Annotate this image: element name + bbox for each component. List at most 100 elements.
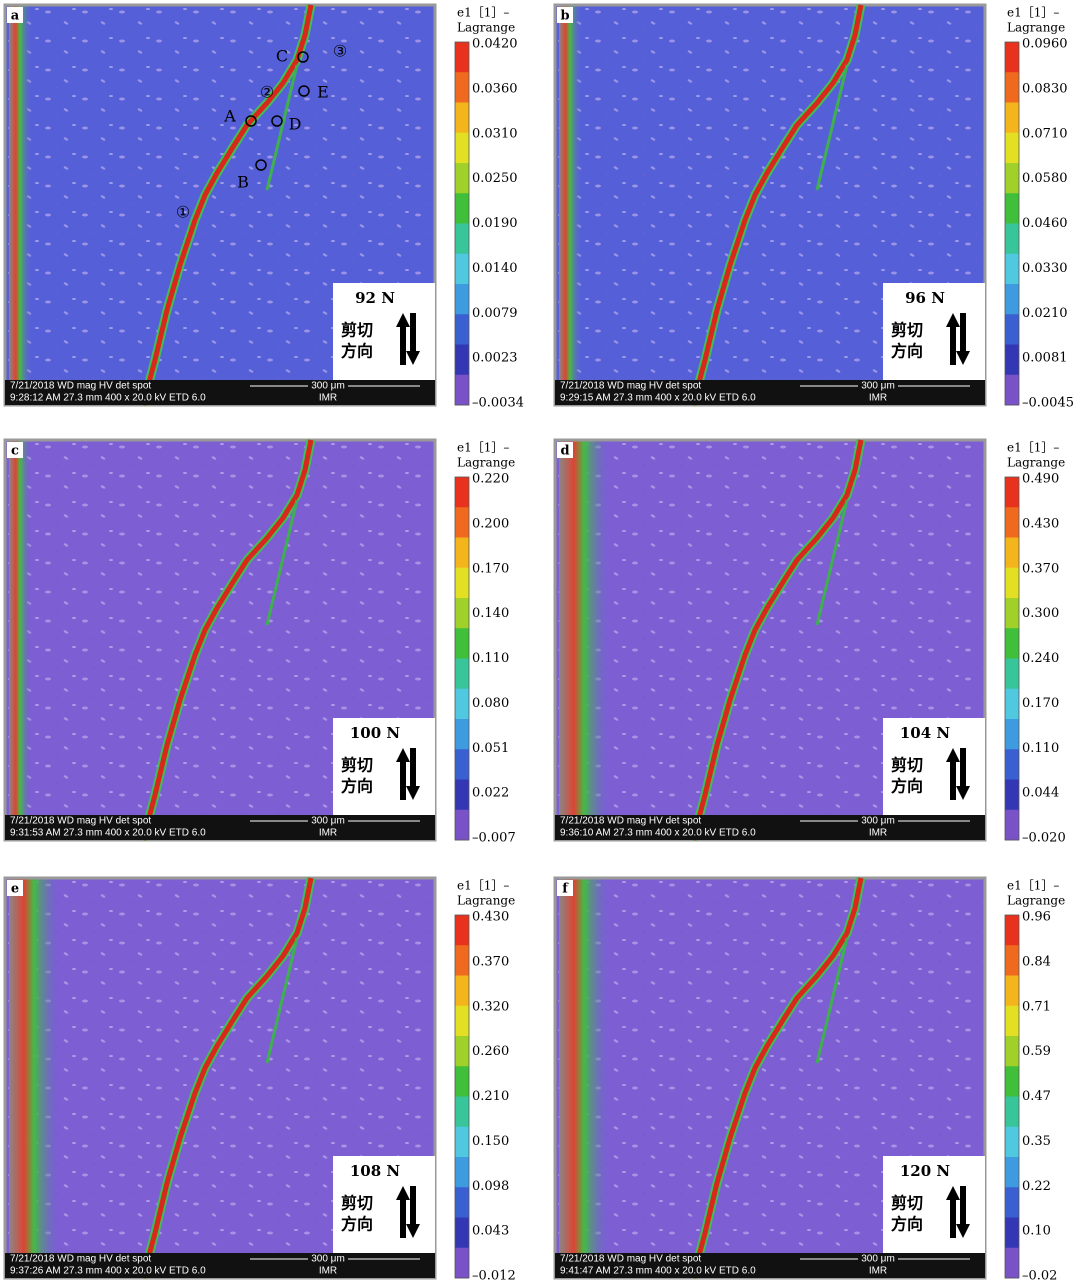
colorbar-tick-label: 0.080	[472, 696, 509, 711]
colorbar-title: e1［1］–	[457, 879, 509, 893]
colorbar-tick-label: 0.044	[1022, 786, 1059, 801]
colorbar-band	[1005, 628, 1019, 659]
colorbar-band	[455, 1005, 469, 1037]
colorbar-band	[1005, 72, 1019, 103]
annotation: C	[276, 47, 288, 66]
panel-label: d	[560, 444, 569, 459]
colorbar-frame	[454, 41, 470, 406]
colorbar-frame	[454, 914, 470, 1279]
info-bottom: 9:29:15 AM 27.3 mm 400 x 20.0 kV ETD 6.0	[560, 393, 756, 404]
colorbar-band	[455, 132, 469, 164]
colorbar-tick-label: –0.02	[1022, 1269, 1057, 1282]
institute: IMR	[869, 828, 887, 839]
label-box	[557, 442, 573, 458]
colorbar-band	[1005, 374, 1019, 406]
colorbar-band	[455, 253, 469, 285]
info-bottom: 9:41:47 AM 27.3 mm 400 x 20.0 kV ETD 6.0	[560, 1266, 756, 1277]
institute: IMR	[319, 1266, 337, 1277]
colorbar-subtitle: Lagrange	[1007, 456, 1065, 470]
secondary-crack	[265, 499, 299, 626]
colorbar-tick-label: 0.022	[472, 786, 509, 801]
secondary-crack	[265, 937, 299, 1064]
colorbar-tick-label: 0.150	[472, 1134, 509, 1149]
colorbar-band	[1005, 477, 1019, 508]
colorbar-band	[1005, 1247, 1019, 1279]
scale-bg	[858, 380, 898, 391]
info-top: 7/21/2018 WD mag HV det spot	[560, 816, 701, 827]
colorbar-band	[455, 658, 469, 690]
scale-bg	[858, 1253, 898, 1264]
colorbar-title: e1［1］–	[1007, 879, 1059, 893]
colorbar-tick-label: 0.0830	[1022, 81, 1068, 96]
sample-edge	[9, 878, 59, 1278]
crack	[140, 877, 314, 1279]
load-box	[883, 283, 985, 380]
colorbar-band	[455, 749, 469, 780]
colorbar-band	[1005, 1036, 1019, 1067]
load-box	[333, 1156, 435, 1253]
panel: e 7/21/2018 WD mag HV det spot 300 μm 9:37:…	[3, 876, 516, 1282]
label-box	[7, 880, 23, 896]
colorbar-band	[455, 42, 469, 73]
colorbar-tick-label: 0.140	[472, 606, 509, 621]
colorbar-subtitle: Lagrange	[457, 894, 515, 908]
annotation: A	[223, 107, 236, 126]
colorbar-band	[1005, 567, 1019, 599]
institute: IMR	[869, 1266, 887, 1277]
colorbar-title: e1［1］–	[1007, 6, 1059, 20]
scale-bg	[308, 1253, 348, 1264]
colorbar-band	[1005, 975, 1019, 1007]
direction-label: 剪切	[891, 756, 923, 775]
colorbar-band	[455, 779, 469, 811]
arrow-down	[956, 1186, 970, 1238]
annotation: E	[317, 83, 329, 102]
colorbar-band	[1005, 344, 1019, 376]
colorbar-frame	[1004, 41, 1020, 406]
colorbar-tick-label: 0.220	[472, 472, 509, 487]
colorbar-band	[455, 193, 469, 224]
colorbar-band	[455, 628, 469, 659]
info-top: 7/21/2018 WD mag HV det spot	[10, 1254, 151, 1265]
colorbar-tick-label: 0.320	[472, 999, 509, 1014]
colorbar-band	[455, 915, 469, 946]
arrow-down	[956, 748, 970, 800]
colorbar-tick-label: 0.0580	[1022, 171, 1068, 186]
load-label: 120 N	[900, 1162, 951, 1180]
colorbar-tick-label: 0.110	[1022, 741, 1059, 756]
colorbar-tick-label: 0.430	[472, 910, 509, 925]
colorbar-band	[455, 72, 469, 103]
direction-label: 剪切	[341, 756, 373, 775]
colorbar-band	[1005, 193, 1019, 224]
colorbar-tick-label: 0.22	[1022, 1179, 1051, 1194]
load-label: 100 N	[350, 724, 401, 742]
annotation: ③	[333, 42, 347, 61]
arrow-down	[406, 1186, 420, 1238]
sample-edge	[559, 440, 609, 840]
load-label: 108 N	[350, 1162, 401, 1180]
colorbar-tick-label: 0.59	[1022, 1044, 1051, 1059]
arrow-up	[946, 313, 960, 365]
direction-label: 方向	[341, 777, 373, 796]
colorbar-tick-label: 0.240	[1022, 651, 1059, 666]
load-label: 96 N	[905, 289, 945, 307]
colorbar-tick-label: 0.0079	[472, 306, 518, 321]
arrow-up	[396, 748, 410, 800]
arrow-up	[946, 748, 960, 800]
load-box	[333, 718, 435, 815]
secondary-crack	[815, 64, 849, 191]
colorbar-subtitle: Lagrange	[1007, 894, 1065, 908]
colorbar-tick-label: 0.098	[472, 1179, 509, 1194]
colorbar-tick-label: 0.0360	[472, 81, 518, 96]
colorbar-band	[1005, 42, 1019, 73]
colorbar-tick-label: –0.007	[472, 831, 516, 846]
colorbar-band	[455, 284, 469, 315]
colorbar-band	[455, 102, 469, 134]
colorbar-title: e1［1］–	[457, 6, 509, 20]
load-label: 104 N	[900, 724, 951, 742]
load-box	[883, 718, 985, 815]
scale-label: 300 μm	[861, 816, 895, 827]
colorbar-subtitle: Lagrange	[457, 456, 515, 470]
panel: c 7/21/2018 WD mag HV det spot 300 μm 9:31:…	[3, 438, 516, 846]
colorbar-tick-label: 0.200	[472, 516, 509, 531]
colorbar-tick-label: 0.0330	[1022, 261, 1068, 276]
